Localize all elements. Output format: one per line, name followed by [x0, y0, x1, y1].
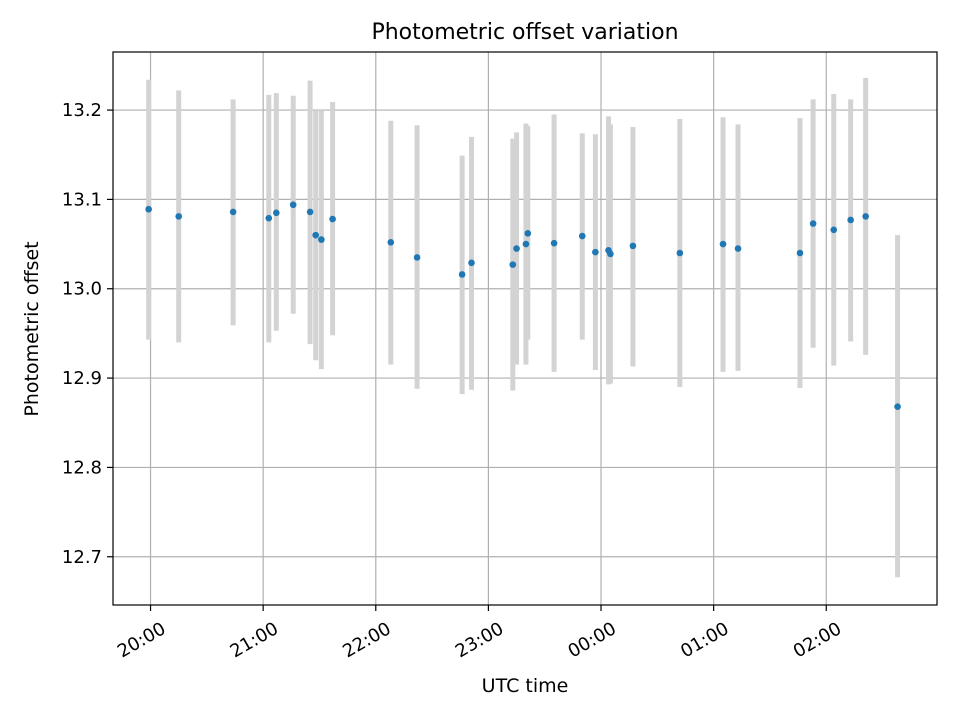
y-tick-label: 12.9: [62, 368, 102, 389]
data-point: [550, 239, 558, 247]
data-point: [513, 245, 520, 252]
y-tick-label: 13.1: [62, 189, 102, 210]
data-point: [312, 231, 320, 239]
data-point: [306, 208, 314, 216]
data-point: [676, 249, 684, 257]
data-point: [522, 240, 530, 248]
data-point: [796, 249, 804, 257]
y-axis-label: Photometric offset: [21, 241, 43, 416]
data-point: [175, 213, 182, 220]
data-point: [524, 230, 532, 237]
data-point: [458, 271, 466, 278]
data-point: [607, 250, 614, 258]
data-point: [719, 240, 727, 248]
y-tick-label: 13.0: [62, 279, 102, 300]
data-point: [629, 242, 637, 250]
data-point: [229, 208, 237, 216]
chart-title: Photometric offset variation: [371, 20, 678, 45]
plot-frame: [112, 51, 938, 606]
data-point: [329, 215, 336, 223]
data-point: [272, 209, 280, 217]
data-point: [387, 238, 395, 246]
x-axis-label: UTC time: [482, 675, 569, 697]
data-points: [145, 201, 901, 410]
data-point: [318, 236, 325, 243]
y-tick-label: 13.2: [62, 100, 102, 121]
data-point: [265, 214, 273, 222]
data-point: [413, 254, 421, 261]
y-axis-ticks: 12.7 12.8 12.9 13.0 13.1 13.2: [62, 100, 113, 568]
data-point: [468, 259, 475, 267]
data-point: [509, 261, 517, 268]
data-point: [809, 220, 817, 227]
data-point: [847, 216, 854, 224]
data-point: [894, 403, 901, 410]
data-point: [592, 248, 599, 256]
y-tick-label: 12.8: [62, 457, 102, 478]
y-tick-label: 12.7: [62, 547, 102, 568]
data-point: [578, 232, 586, 240]
data-point: [145, 205, 152, 213]
data-point: [862, 213, 869, 220]
data-point: [830, 226, 838, 234]
data-point: [289, 201, 297, 209]
data-point: [734, 245, 742, 252]
